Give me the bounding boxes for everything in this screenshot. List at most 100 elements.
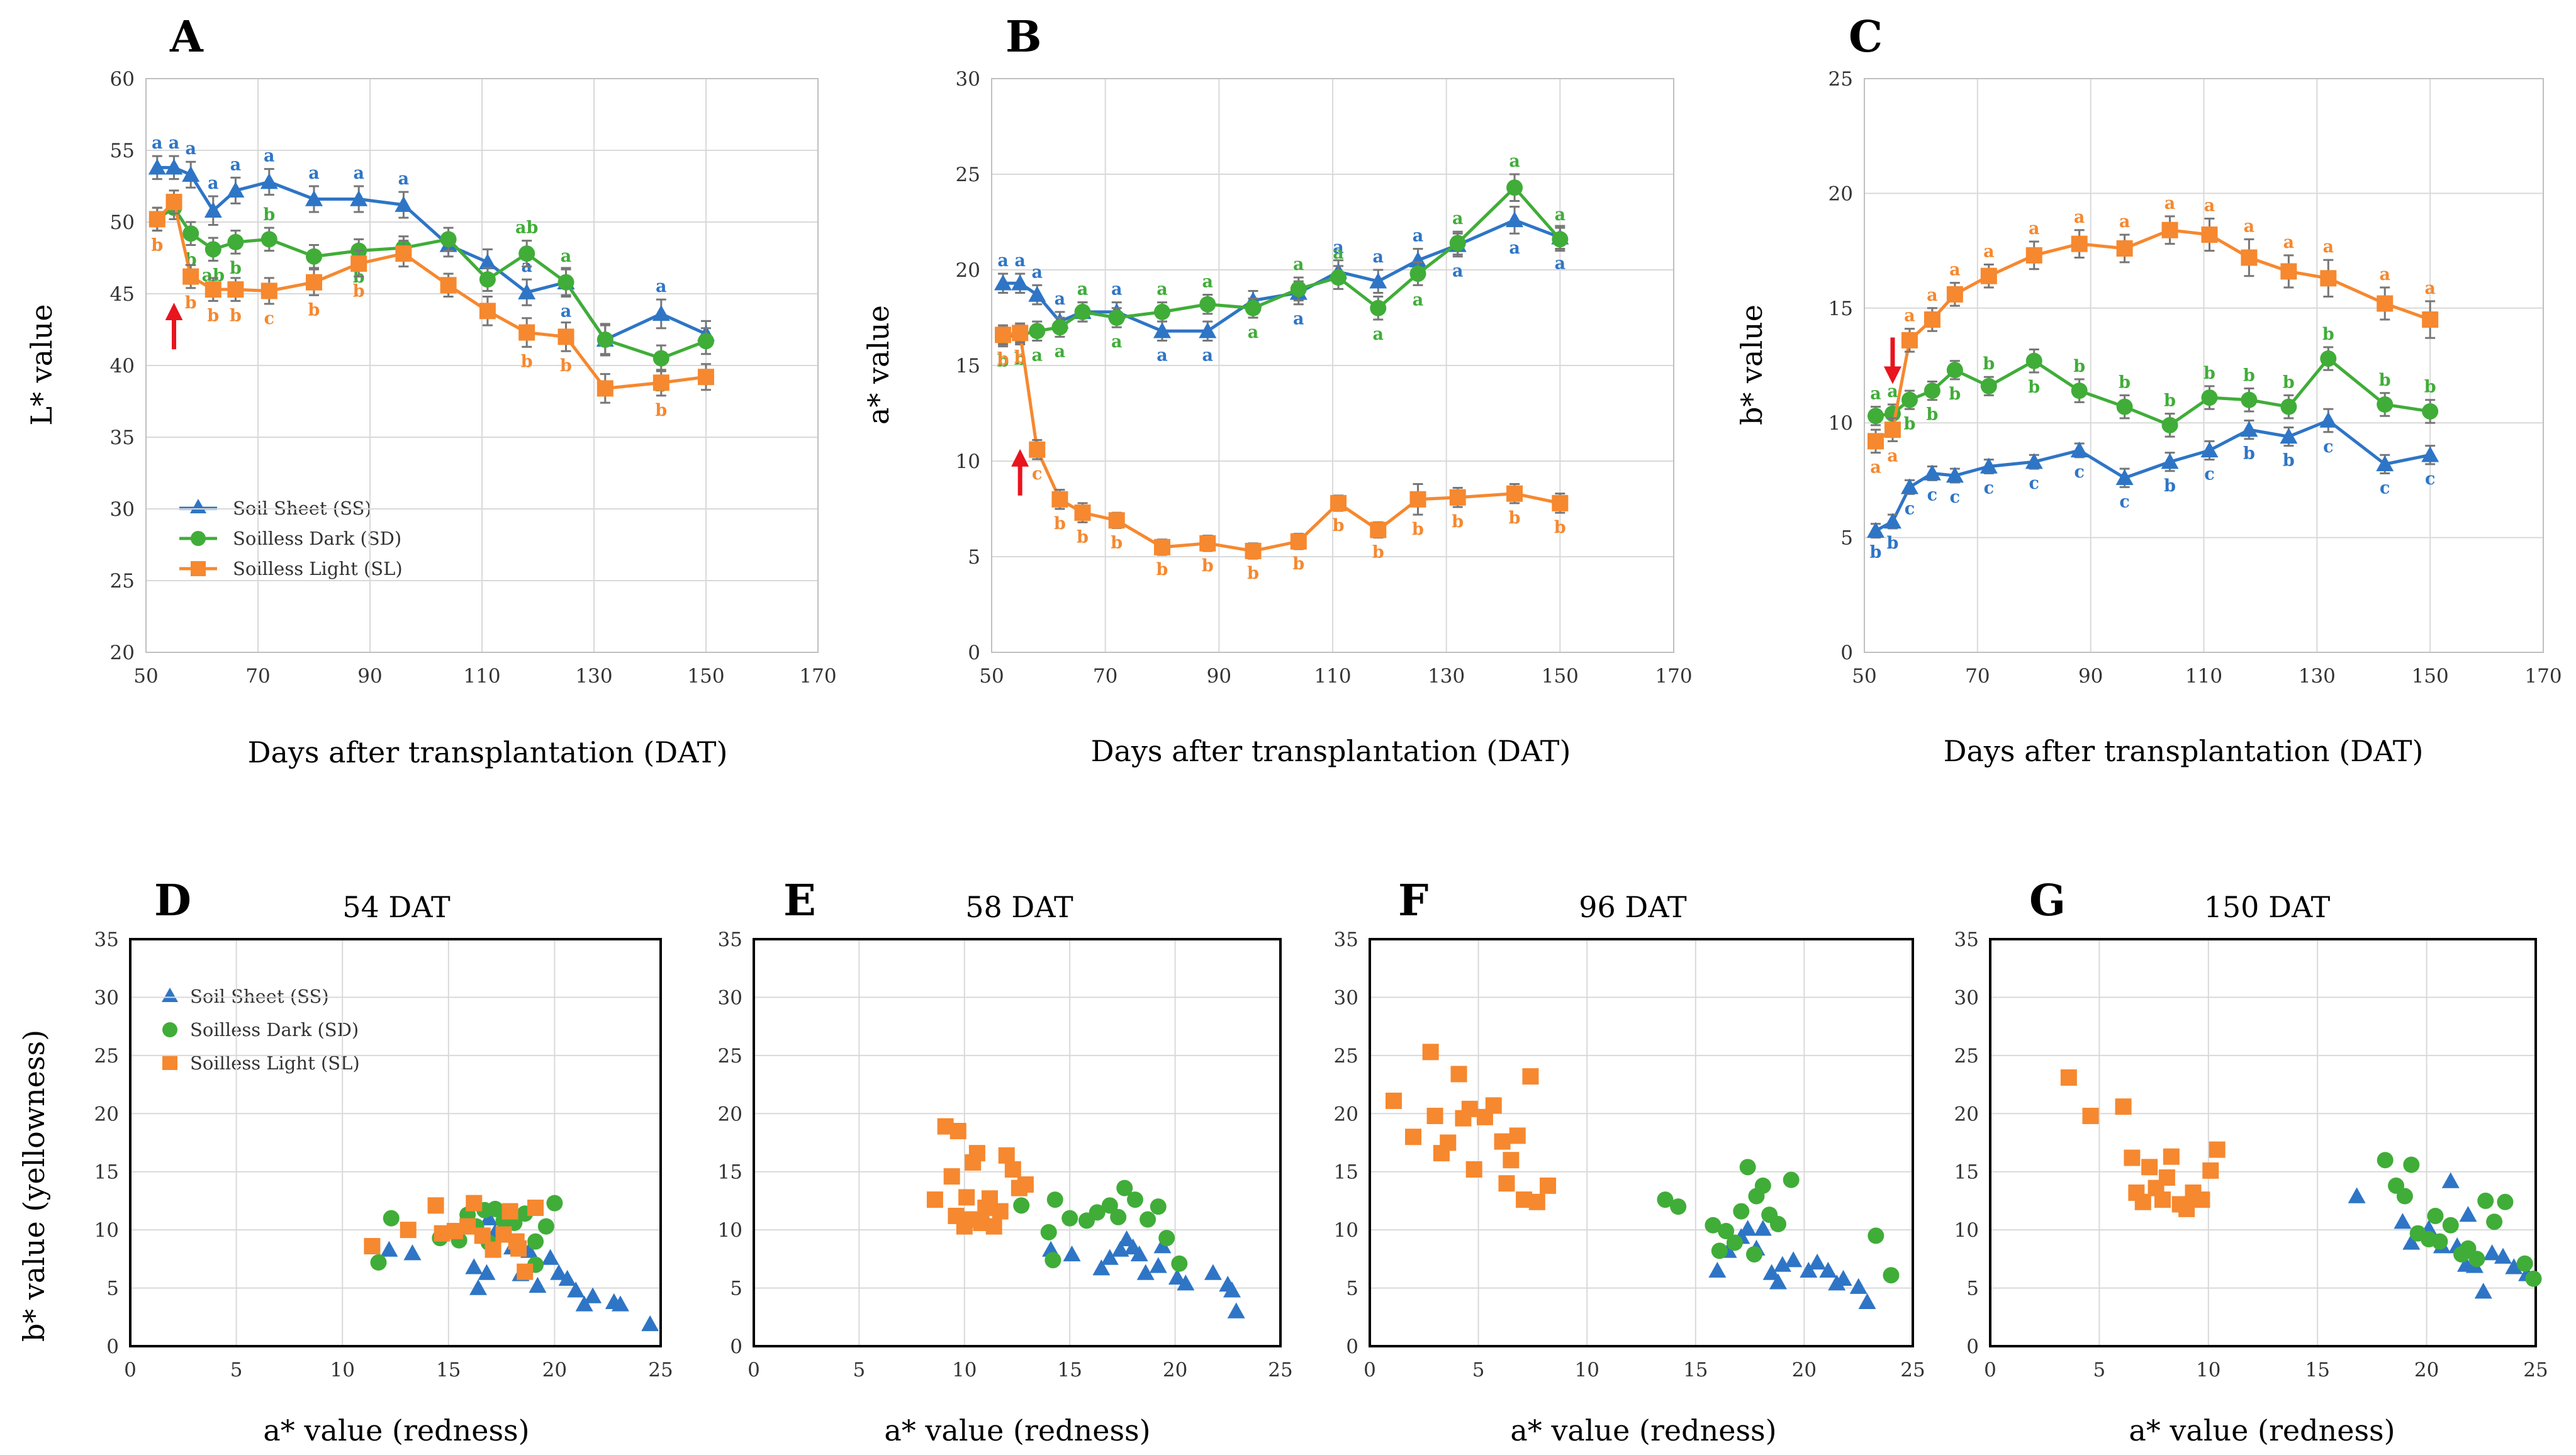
data-point — [2115, 1098, 2132, 1115]
significance-letter: b — [263, 205, 275, 225]
significance-letter: a — [2029, 219, 2040, 238]
significance-letter: c — [1032, 464, 1042, 484]
data-point — [204, 241, 221, 258]
panel-D-ylabel: b* value (yellowness) — [17, 1030, 51, 1342]
y-tick-label: 10 — [1954, 1219, 1979, 1242]
data-point — [2241, 249, 2258, 266]
significance-letter: b — [2243, 365, 2255, 385]
data-point — [1154, 538, 1170, 555]
significance-letter: b — [2283, 372, 2295, 392]
data-point — [1290, 281, 1307, 298]
x-tick-label: 90 — [2078, 665, 2103, 688]
significance-letter: c — [2029, 474, 2039, 493]
series-SS — [1042, 1230, 1245, 1318]
data-point — [305, 190, 323, 206]
significance-letter: a — [2074, 208, 2085, 227]
data-point — [1177, 1274, 1195, 1291]
significance-letter: b — [230, 259, 242, 278]
data-point — [227, 181, 245, 198]
significance-letter: a — [1077, 280, 1089, 299]
plot-frame — [129, 938, 662, 1347]
data-point — [2320, 350, 2337, 367]
y-tick-label: 20 — [956, 259, 980, 282]
panel-G-xlabel: a* value (redness) — [2129, 1413, 2395, 1447]
data-point — [2403, 1156, 2420, 1173]
data-point — [652, 374, 669, 391]
chart-E: 0 5 10 15 20 25 30 35 0 5 10 15 20 25 — [718, 928, 1293, 1381]
data-point — [1708, 1261, 1727, 1278]
x-tick-label: 25 — [1900, 1359, 1925, 1381]
data-point — [2178, 1200, 2195, 1217]
x-tick-label: 50 — [979, 665, 1004, 688]
series-line — [1002, 331, 1560, 553]
significance-letter: b — [1202, 556, 1214, 576]
data-point — [1498, 1175, 1515, 1192]
x-tick-label: 0 — [1984, 1359, 1996, 1381]
data-point — [383, 1210, 400, 1227]
data-point — [1168, 1268, 1186, 1285]
data-point — [1705, 1217, 1722, 1234]
significance-letter: a — [1413, 226, 1424, 246]
panel-C-ylabel: b* value — [1735, 304, 1769, 425]
x-tick-label: 130 — [2299, 665, 2336, 688]
y-tick-label: 0 — [968, 642, 980, 664]
significance-letter: a — [230, 155, 242, 174]
legend-triangle-icon — [162, 988, 178, 1002]
significance-letter: a — [1413, 290, 1424, 309]
series-SL: bbb b c bbb bb — [148, 189, 714, 420]
data-point — [2240, 421, 2258, 437]
significance-letter: b — [2424, 377, 2436, 397]
panel-F-xlabel: a* value (redness) — [1510, 1413, 1776, 1447]
significance-letter: a — [1555, 205, 1566, 225]
data-point — [484, 1241, 501, 1258]
y-tick-label: 55 — [110, 140, 135, 162]
series-SD — [2377, 1152, 2542, 1287]
significance-letter: a — [1248, 323, 1259, 342]
data-point — [1528, 1193, 1545, 1210]
significance-letter: a — [1055, 289, 1066, 309]
data-point — [517, 1263, 534, 1280]
data-point — [527, 1233, 544, 1250]
data-point — [962, 1211, 979, 1228]
panel-B-xlabel: Days after transplantation (DAT) — [1091, 734, 1571, 768]
data-point — [1017, 1176, 1034, 1193]
x-tick-label: 20 — [1163, 1359, 1187, 1381]
significance-letter: a — [1927, 286, 1938, 305]
significance-letter: a — [1452, 209, 1464, 228]
x-tick-label: 10 — [330, 1359, 354, 1381]
panel-F: F 96 DAT a* value (redness) — [1398, 876, 1777, 1447]
x-tick-label: 10 — [1574, 1359, 1599, 1381]
x-tick-label: 150 — [687, 665, 724, 688]
data-point — [1028, 286, 1046, 302]
data-point — [537, 1218, 554, 1235]
significance-letter: a — [1870, 384, 1881, 404]
significance-letter: ab — [515, 218, 538, 238]
data-point — [698, 369, 714, 386]
legend-square-icon — [191, 561, 206, 576]
significance-letter: a — [1870, 458, 1881, 477]
data-point — [400, 1222, 417, 1239]
data-point — [958, 1189, 975, 1206]
data-point — [1783, 1171, 1800, 1188]
significance-letter: a — [1111, 280, 1123, 299]
data-point — [1900, 478, 1918, 494]
significance-letter: b — [1292, 554, 1304, 574]
significance-letter: b — [1509, 508, 1521, 528]
data-point — [1004, 1161, 1021, 1178]
data-point — [1506, 179, 1523, 196]
data-point — [260, 173, 278, 189]
significance-letter: b — [1949, 384, 1961, 404]
x-tick-label: 110 — [463, 665, 500, 688]
y-tick-label: 25 — [956, 164, 980, 186]
data-point — [350, 255, 367, 272]
data-point — [2025, 247, 2042, 264]
data-point — [1503, 1152, 1520, 1169]
significance-letter: b — [185, 293, 197, 313]
data-point — [998, 1147, 1015, 1164]
y-tick-label: 0 — [730, 1335, 742, 1358]
x-tick-label: 15 — [1057, 1359, 1082, 1381]
significance-letter: a — [1032, 262, 1043, 282]
data-point — [518, 283, 536, 299]
significance-letter: b — [655, 401, 667, 420]
significance-letter: a — [353, 164, 364, 183]
